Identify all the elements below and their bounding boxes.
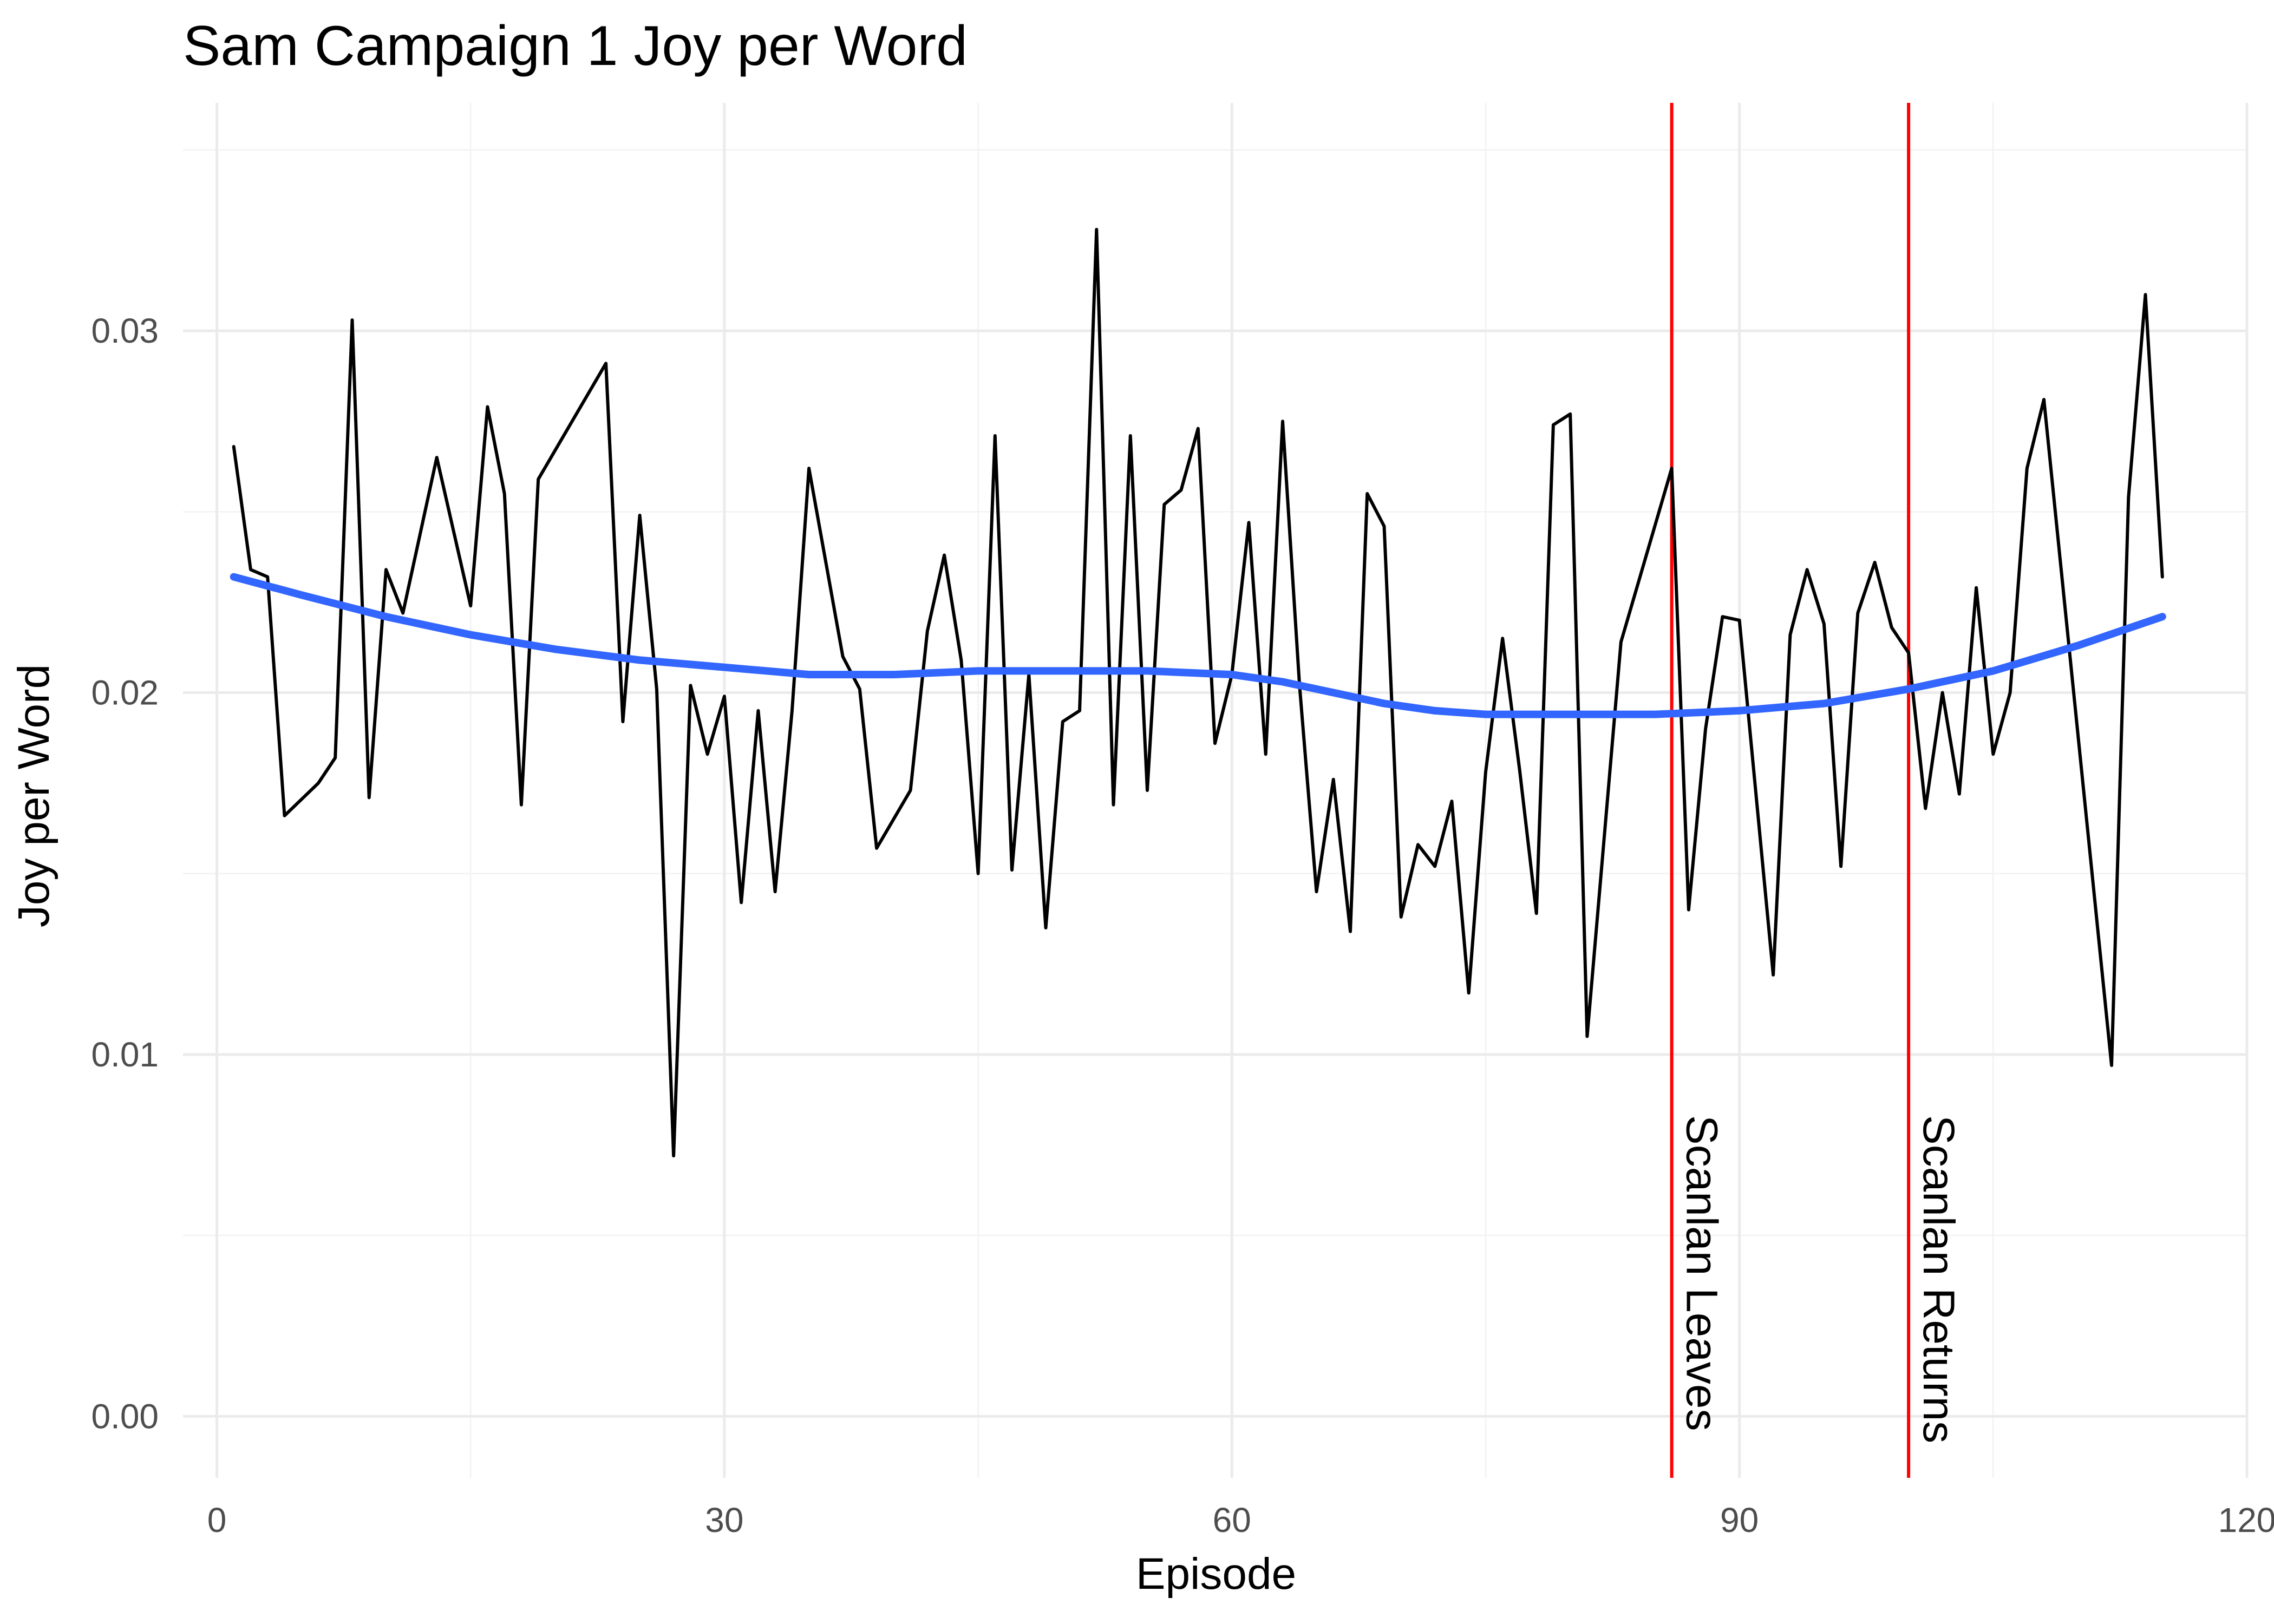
x-axis-title: Episode <box>1136 1549 1296 1599</box>
vertical-marker-lines <box>1670 103 1911 1478</box>
y-axis-title: Joy per Word <box>9 664 58 927</box>
y-tick-label: 0.03 <box>91 311 159 350</box>
x-tick-label: 30 <box>705 1501 743 1540</box>
series-line-raw <box>232 227 2164 1158</box>
y-tick-label: 0.00 <box>91 1397 159 1436</box>
y-tick-label: 0.02 <box>91 673 159 712</box>
y-tick-labels: 0.00 0.01 0.02 0.03 <box>91 311 159 1436</box>
series-line-smooth <box>230 573 2166 718</box>
y-tick-label: 0.01 <box>91 1035 159 1074</box>
series-lines <box>230 227 2166 1158</box>
x-tick-label: 90 <box>1720 1501 1759 1540</box>
vline-annotation-label: Scanlan Leaves <box>1677 1115 1727 1431</box>
x-tick-label: 120 <box>2218 1501 2274 1540</box>
x-tick-label: 60 <box>1213 1501 1251 1540</box>
annotations: Scanlan Leaves Scanlan Returns <box>1677 1115 1963 1443</box>
vline-annotation-label: Scanlan Returns <box>1914 1115 1963 1443</box>
x-tick-labels: 0 30 60 90 120 <box>207 1501 2274 1540</box>
chart-title: Sam Campaign 1 Joy per Word <box>183 15 968 77</box>
x-tick-label: 0 <box>207 1501 227 1540</box>
